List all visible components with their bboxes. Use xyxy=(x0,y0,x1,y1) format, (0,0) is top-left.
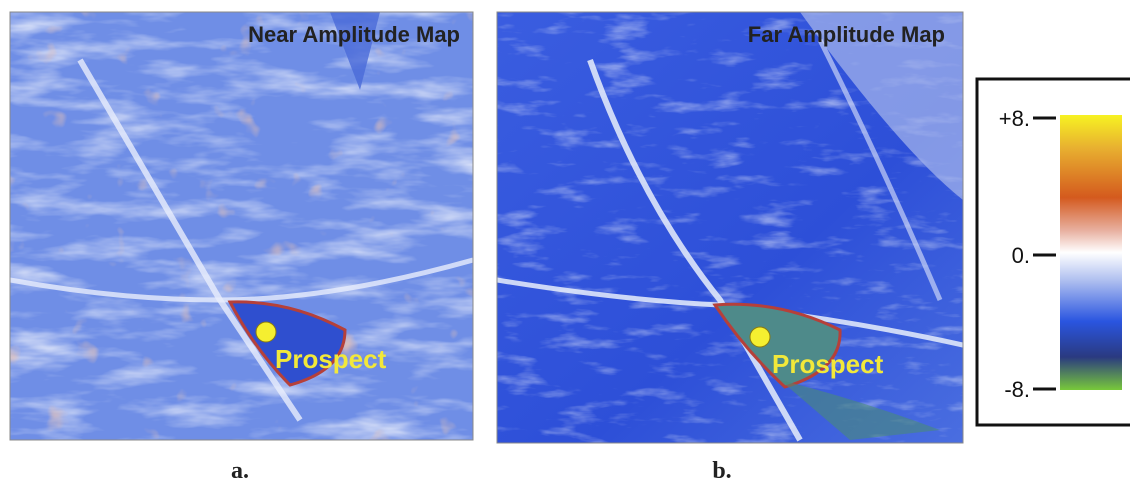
panel-title: Far Amplitude Map xyxy=(748,22,945,47)
prospect-label: Prospect xyxy=(772,349,884,379)
colorbar-tick-label: -8. xyxy=(1004,377,1030,402)
colorbar-tick-label: +8. xyxy=(999,106,1030,131)
colorbar-tick-label: 0. xyxy=(1012,243,1030,268)
colorbar xyxy=(1060,115,1122,390)
panel-caption: a. xyxy=(231,458,249,484)
prospect-label: Prospect xyxy=(275,344,387,374)
near-map xyxy=(10,12,473,440)
panel-title: Near Amplitude Map xyxy=(248,22,460,47)
far-map xyxy=(497,12,963,443)
figure: Near Amplitude Map Prospect a. Far Ampli… xyxy=(0,0,1130,485)
panel-caption: b. xyxy=(712,458,731,484)
